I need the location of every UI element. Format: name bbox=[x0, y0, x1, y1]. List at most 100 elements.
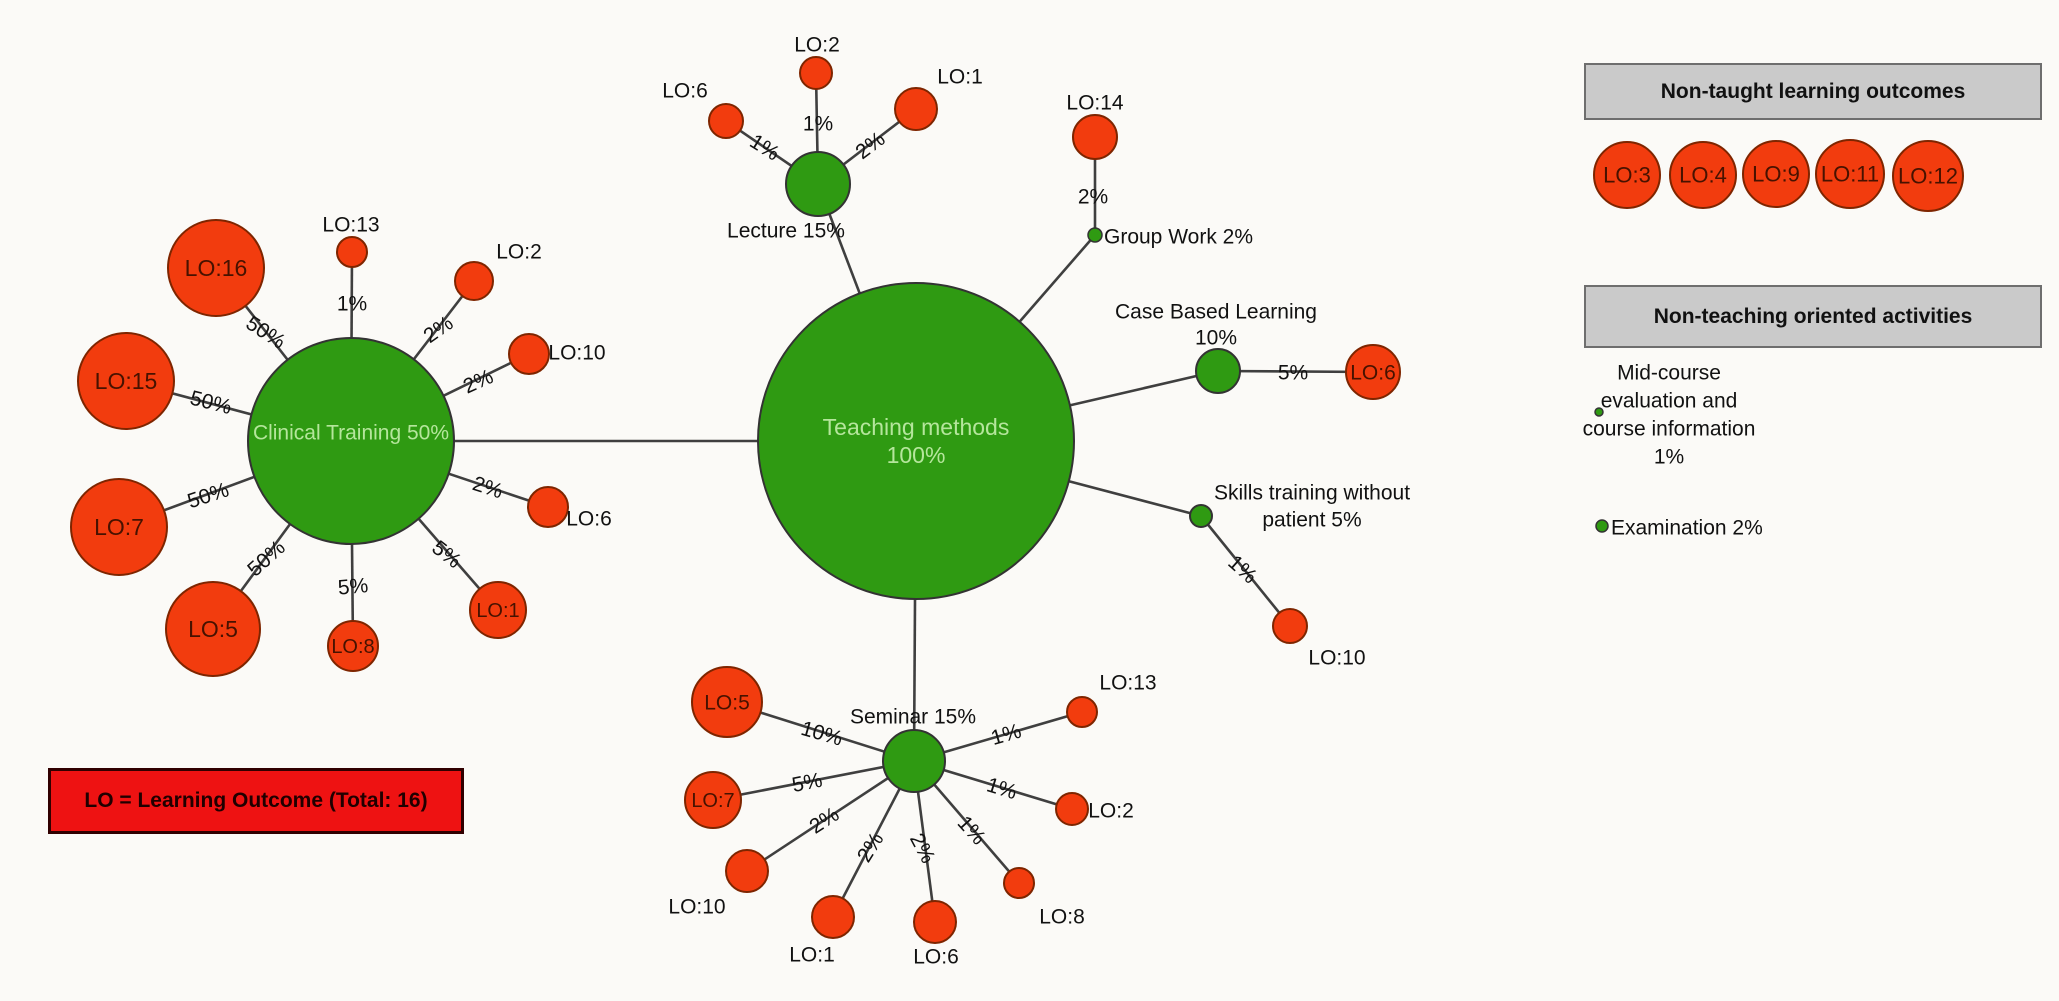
midcourse-label: course information bbox=[1583, 417, 1756, 440]
lo10-seminar-label: LO:10 bbox=[668, 895, 725, 918]
midcourse-label: Mid-course bbox=[1617, 361, 1721, 384]
node-lo13-seminar-outcome-circle bbox=[1066, 696, 1098, 728]
lo6-casebased-label: LO:6 bbox=[1350, 361, 1396, 384]
lo1-clinical-label: LO:1 bbox=[476, 600, 519, 622]
node-lo13-clinical-outcome-circle bbox=[336, 236, 368, 268]
edge-skills-lo10-skills bbox=[1199, 515, 1292, 627]
edge-label-seminar-lo6-seminar: 2% bbox=[905, 830, 940, 868]
node-skills-method-circle bbox=[1189, 504, 1213, 528]
node-lecture-method-circle bbox=[785, 151, 851, 217]
edge-seminar-lo10-seminar bbox=[746, 759, 915, 873]
node-lo2-lecture-outcome-circle bbox=[799, 56, 833, 90]
edge-label-clinical-lo10-clinical: 2% bbox=[460, 365, 497, 398]
lo7-seminar-label: LO:7 bbox=[691, 790, 734, 812]
node-clinical-method-circle bbox=[247, 337, 455, 545]
lo6-clinical-label: LO:6 bbox=[566, 507, 612, 530]
node-lo6-casebased-outcome-circle bbox=[1345, 344, 1401, 400]
lo6-lecture-label: LO:6 bbox=[662, 79, 708, 102]
node-lo2-clinical-outcome-circle bbox=[454, 261, 494, 301]
legend-box: LO = Learning Outcome (Total: 16) bbox=[48, 768, 464, 834]
lo3-panel-label: LO:3 bbox=[1603, 163, 1651, 188]
lo10-skills-label: LO:10 bbox=[1308, 646, 1365, 669]
lo8-clinical-label: LO:8 bbox=[331, 636, 374, 658]
node-casebased-method-circle bbox=[1195, 348, 1241, 394]
seminar-label: Seminar 15% bbox=[850, 705, 976, 728]
non-teaching-activities-title: Non-teaching oriented activities bbox=[1653, 304, 1973, 328]
lo1-lecture-label: LO:1 bbox=[937, 65, 983, 88]
clinical-label: Clinical Training 50% bbox=[253, 421, 449, 444]
edge-seminar-lo7-seminar bbox=[712, 759, 915, 802]
node-lo1-clinical-outcome-circle bbox=[469, 581, 527, 639]
non-teaching-activities-header: Non-teaching oriented activities bbox=[1584, 285, 2042, 348]
lo16-clinical-label: LO:16 bbox=[185, 255, 248, 281]
edge-label-clinical-lo16-clinical: 50% bbox=[242, 312, 290, 354]
lo9-panel-label: LO:9 bbox=[1752, 162, 1800, 187]
edge-label-seminar-lo7-seminar: 5% bbox=[790, 769, 824, 797]
edge-label-clinical-lo15-clinical: 50% bbox=[188, 387, 234, 419]
lo13-clinical-label: LO:13 bbox=[322, 213, 379, 236]
node-lo8-clinical-outcome-circle bbox=[327, 620, 379, 672]
teaching-label: 100% bbox=[887, 442, 946, 468]
node-lo6-seminar-outcome-circle bbox=[913, 900, 957, 944]
teaching-label: Teaching methods bbox=[823, 414, 1010, 440]
node-groupwork-method-circle bbox=[1087, 227, 1103, 243]
node-lo8-seminar-outcome-circle bbox=[1003, 867, 1035, 899]
node-lo7-seminar-outcome-circle bbox=[684, 771, 742, 829]
exam-label: Examination 2% bbox=[1611, 516, 1763, 539]
lo5-seminar-label: LO:5 bbox=[704, 691, 750, 714]
node-lo7-clinical-outcome-circle bbox=[70, 478, 168, 576]
non-taught-outcomes-header: Non-taught learning outcomes bbox=[1584, 63, 2042, 120]
edge-label-seminar-lo5-seminar: 10% bbox=[798, 717, 845, 751]
legend-text: LO = Learning Outcome (Total: 16) bbox=[84, 789, 428, 812]
midcourse-label: 1% bbox=[1654, 445, 1684, 468]
node-lo3-panel-outcome-circle bbox=[1593, 141, 1661, 209]
edge-label-lecture-lo6-lecture: 1% bbox=[746, 130, 784, 166]
node-lo14-outcome-circle bbox=[1072, 114, 1118, 160]
node-lo11-panel-outcome-circle bbox=[1815, 139, 1885, 209]
lo4-panel-label: LO:4 bbox=[1679, 163, 1727, 188]
edge-label-clinical-lo7-clinical: 50% bbox=[185, 478, 232, 513]
node-lo10-skills-outcome-circle bbox=[1272, 608, 1308, 644]
node-lo9-panel-outcome-circle bbox=[1742, 140, 1810, 208]
lo13-seminar-label: LO:13 bbox=[1099, 671, 1156, 694]
edge-label-seminar-lo1-seminar: 2% bbox=[853, 828, 889, 866]
edge-label-seminar-lo10-seminar: 2% bbox=[805, 803, 843, 839]
node-lo16-clinical-outcome-circle bbox=[167, 219, 265, 317]
edge-label-clinical-lo8-clinical: 5% bbox=[337, 574, 369, 600]
node-lo10-clinical-outcome-circle bbox=[508, 333, 550, 375]
lo14-label: LO:14 bbox=[1066, 91, 1124, 114]
edge-label-seminar-lo13-seminar: 1% bbox=[988, 720, 1024, 750]
non-taught-outcomes-title: Non-taught learning outcomes bbox=[1660, 79, 1966, 103]
node-lo15-clinical-outcome-circle bbox=[77, 332, 175, 430]
lo1-seminar-label: LO:1 bbox=[789, 943, 835, 966]
lo11-panel-label: LO:11 bbox=[1821, 162, 1879, 187]
node-exam-method-circle bbox=[1595, 519, 1609, 533]
lo8-seminar-label: LO:8 bbox=[1039, 905, 1085, 928]
edge-label-casebased-lo6-casebased: 5% bbox=[1278, 361, 1308, 384]
node-midcourse-method-circle bbox=[1594, 407, 1604, 417]
lo2-lecture-label: LO:2 bbox=[794, 33, 840, 56]
groupwork-label: Group Work 2% bbox=[1104, 225, 1253, 248]
node-lo6-lecture-outcome-circle bbox=[708, 103, 744, 139]
skills-label: Skills training without bbox=[1214, 481, 1410, 504]
edge-label-clinical-lo6-clinical: 2% bbox=[470, 472, 506, 503]
lo12-panel-label: LO:12 bbox=[1898, 164, 1958, 189]
node-lo10-seminar-outcome-circle bbox=[725, 849, 769, 893]
lo7-clinical-label: LO:7 bbox=[94, 514, 144, 540]
node-lo6-clinical-outcome-circle bbox=[527, 486, 569, 528]
edge-label-lo14-groupwork: 2% bbox=[1078, 185, 1108, 208]
edge-label-lecture-lo2-lecture: 1% bbox=[803, 112, 833, 135]
edge-label-clinical-lo13-clinical: 1% bbox=[337, 292, 367, 315]
skills-label: patient 5% bbox=[1262, 508, 1361, 531]
node-lo5-clinical-outcome-circle bbox=[165, 581, 261, 677]
lo2-seminar-label: LO:2 bbox=[1088, 799, 1134, 822]
lo2-clinical-label: LO:2 bbox=[496, 240, 542, 263]
node-lo1-seminar-outcome-circle bbox=[811, 895, 855, 939]
edge-label-seminar-lo2-seminar: 1% bbox=[984, 773, 1020, 804]
lo6-seminar-label: LO:6 bbox=[913, 945, 959, 968]
lo15-clinical-label: LO:15 bbox=[95, 368, 158, 394]
node-lo12-panel-outcome-circle bbox=[1892, 140, 1964, 212]
lo10-clinical-label: LO:10 bbox=[548, 341, 605, 364]
